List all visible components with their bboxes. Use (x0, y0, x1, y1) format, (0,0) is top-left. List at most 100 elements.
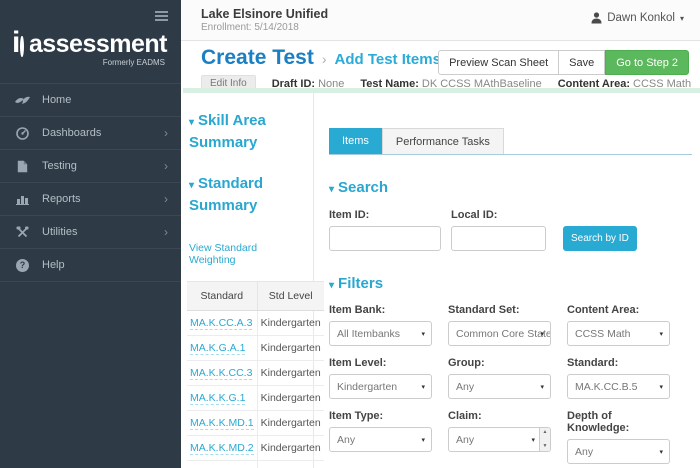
breadcrumb: Create Test › Add Test Items (201, 46, 441, 70)
search-section-toggle[interactable]: ▾ Search (329, 179, 389, 196)
breadcrumb-separator: › (321, 51, 327, 67)
save-button[interactable]: Save (559, 50, 606, 75)
caret-down-icon: ▾ (189, 180, 195, 191)
table-row: MA.K.CC.A.3 Kindergarten (187, 310, 324, 336)
standard-summary-toggle[interactable]: ▾ Standard Summary (189, 175, 264, 214)
sidebar-item-testing[interactable]: Testing › (0, 150, 181, 183)
filters-section: ▾ Filters Item Bank: All Itembanks ▾ Stand… (329, 274, 692, 468)
go-to-step-2-button[interactable]: Go to Step 2 (605, 50, 689, 75)
user-menu[interactable]: Dawn Konkol ▾ (591, 12, 684, 24)
filter-depth-of-knowledge: Depth of Knowledge: Any ▾ (567, 408, 670, 464)
item-id-field: Item ID: (329, 209, 451, 251)
home-icon (15, 95, 30, 106)
chevron-right-icon: › (164, 192, 168, 206)
depth-of-knowledge-select[interactable]: Any ▾ (567, 439, 670, 464)
user-name: Dawn Konkol (607, 12, 675, 24)
standard-link[interactable]: MA.K.G.A.1 (190, 342, 246, 355)
meta-draft-id: Draft ID: None (271, 77, 345, 90)
item-type-select[interactable]: Any ▾ (329, 427, 432, 452)
page-subtitle: Add Test Items (334, 51, 441, 68)
sidebar-item-label: Testing (42, 160, 77, 172)
header-actions: Preview Scan Sheet Save Go to Step 2 (438, 50, 689, 75)
caret-down-icon: ▾ (659, 449, 663, 456)
standard-select[interactable]: MA.K.CC.B.5 ▾ (567, 374, 670, 399)
filter-group: Group: Any ▾ (448, 355, 551, 399)
filter-claim: Claim: Any ▾ ▲ ▼ (448, 408, 551, 464)
sidebar-item-reports[interactable]: Reports › (0, 183, 181, 216)
sidebar-item-label: Dashboards (42, 127, 102, 139)
district-info: Lake Elsinore Unified Enrollment: 5/14/2… (201, 7, 328, 33)
app-logo: i assessment Formerly EADMS (0, 0, 181, 67)
caret-down-icon: ▾ (540, 384, 544, 391)
sidebar-nav: Home Dashboards › Testing › Rep (0, 83, 181, 282)
sidebar-item-label: Help (42, 259, 65, 271)
menu-toggle-icon[interactable] (155, 9, 168, 23)
district-name: Lake Elsinore Unified (201, 7, 329, 21)
table-header-row: Standard Std Level (187, 281, 324, 311)
sidebar-item-label: Reports (42, 193, 81, 205)
filters-section-toggle[interactable]: ▾ Filters (329, 275, 384, 292)
claim-select[interactable]: Any ▾ ▲ ▼ (448, 427, 551, 452)
scrollbar[interactable]: ▲ ▼ (539, 428, 550, 451)
group-select[interactable]: Any ▾ (448, 374, 551, 399)
enrollment-date: Enrollment: 5/14/2018 (201, 22, 299, 33)
chevron-right-icon: › (164, 225, 168, 239)
top-bar: Lake Elsinore Unified Enrollment: 5/14/2… (181, 0, 700, 41)
filter-item-type: Item Type: Any ▾ (329, 408, 432, 464)
reports-icon (15, 193, 30, 205)
sidebar-item-utilities[interactable]: Utilities › (0, 216, 181, 249)
meta-content-area: Content Area: CCSS Math (557, 77, 692, 90)
standard-link[interactable]: MA.K.K.MD.1 (190, 417, 254, 430)
local-id-field: Local ID: (451, 209, 563, 251)
caret-down-icon: ▾ (540, 331, 544, 338)
user-icon (591, 12, 602, 24)
standard-link[interactable]: MA.K.K.G.1 (190, 392, 246, 405)
standards-table: Standard Std Level MA.K.CC.A.3 Kindergart… (187, 281, 324, 468)
search-section: ▾ Search Item ID: Local ID: Search by ID (329, 178, 692, 251)
sidebar-item-dashboards[interactable]: Dashboards › (0, 117, 181, 150)
local-id-input[interactable] (451, 226, 546, 251)
tab-items[interactable]: Items (329, 128, 382, 154)
std-level-cell: Kindergarten (257, 360, 324, 386)
logo-text-i: i (12, 26, 20, 59)
std-level-cell: Kindergarten (257, 385, 324, 411)
standard-link[interactable]: MA.K.K.CC.3 (190, 367, 253, 380)
skill-area-summary-toggle[interactable]: ▾ Skill Area Summary (189, 112, 266, 151)
item-bank-select[interactable]: All Itembanks ▾ (329, 321, 432, 346)
sidebar-item-label: Utilities (42, 226, 78, 238)
table-row: MA.K.K.MD.2 Kindergarten (187, 435, 324, 461)
filter-item-level: Item Level: Kindergarten ▾ (329, 355, 432, 399)
local-id-label: Local ID: (451, 209, 498, 221)
caret-down-icon: ▾ (421, 384, 425, 391)
search-by-id-button[interactable]: Search by ID (563, 226, 637, 251)
standard-link[interactable]: MA.K.CC.A.3 (190, 317, 253, 330)
filter-standard-set: Standard Set: Common Core State Sta▾ (448, 302, 551, 346)
content-area-select[interactable]: CCSS Math ▾ (567, 321, 670, 346)
sidebar-item-home[interactable]: Home (0, 84, 181, 117)
scroll-down-icon: ▼ (542, 443, 548, 449)
std-level-cell: Kindergarten (257, 310, 324, 336)
chevron-right-icon: › (164, 126, 168, 140)
tab-performance-tasks[interactable]: Performance Tasks (381, 128, 504, 154)
standard-link[interactable]: MA.K.K.MD.2 (190, 442, 254, 455)
tab-bar: Items Performance Tasks (329, 128, 692, 155)
content-top-accent (183, 88, 700, 93)
view-standard-weighting-link[interactable]: View Standard Weighting (189, 242, 258, 266)
caret-down-icon: ▾ (679, 13, 684, 23)
item-level-select[interactable]: Kindergarten ▾ (329, 374, 432, 399)
caret-down-icon: ▾ (659, 331, 663, 338)
standard-set-select[interactable]: Common Core State Sta▾ (448, 321, 551, 346)
testing-icon (15, 160, 30, 173)
item-id-input[interactable] (329, 226, 441, 251)
preview-scan-sheet-button[interactable]: Preview Scan Sheet (438, 50, 560, 75)
table-row: MA.K.K.G.1 Kindergarten (187, 385, 324, 411)
caret-down-icon: ▾ (329, 184, 335, 195)
chevron-right-icon: › (164, 159, 168, 173)
page-title: Create Test (201, 46, 314, 69)
table-row: MA.K.K.CC.3 Kindergarten (187, 360, 324, 386)
summary-panel: ▾ Skill Area Summary ▾ Standard Summary Vi… (181, 93, 324, 468)
caret-down-icon: ▾ (659, 384, 663, 391)
sidebar-item-label: Home (42, 94, 72, 106)
sidebar-item-help[interactable]: ? Help (0, 249, 181, 282)
